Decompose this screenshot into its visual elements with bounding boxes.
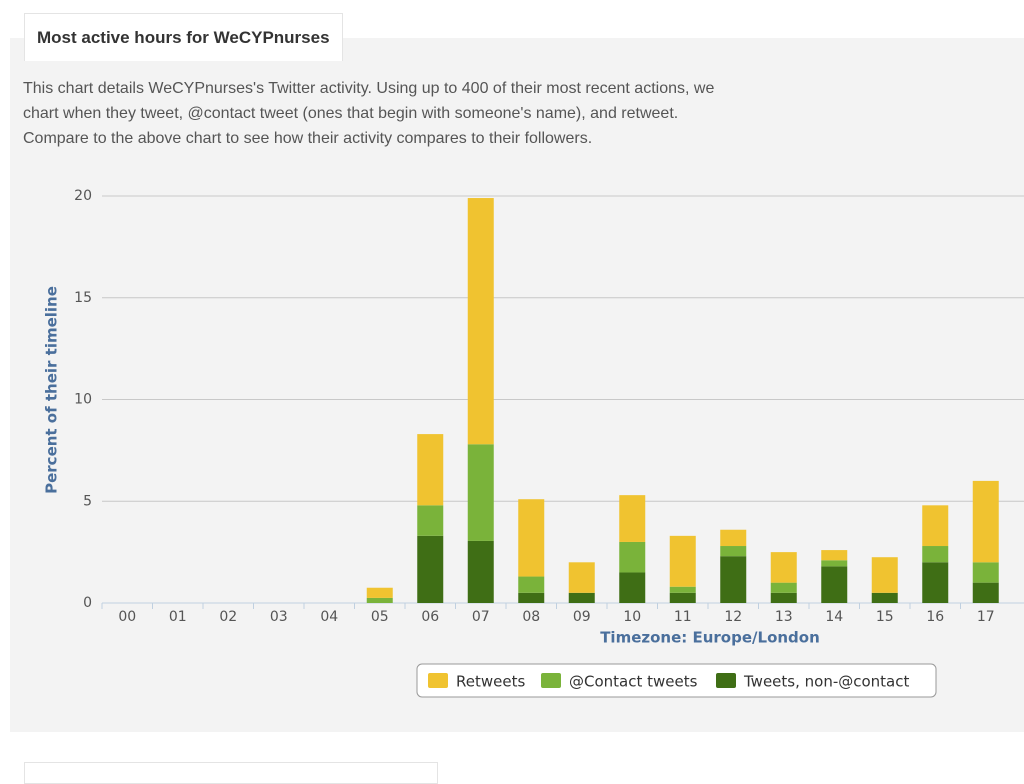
panel [10,38,1024,732]
x-tick-label: 06 [421,609,439,625]
bar-segment [720,529,747,547]
bar-segment [770,552,797,583]
bar-segment [821,560,848,567]
y-tick-label: 20 [74,188,92,204]
x-tick-label: 02 [219,609,237,625]
bar-segment [366,597,393,603]
x-tick-label: 08 [522,609,540,625]
legend-box [416,663,937,698]
legend-swatch [716,673,736,688]
x-tick-label: 09 [573,609,591,625]
bar-segment [568,592,595,603]
x-tick-label: 15 [876,609,894,625]
bar-segment [871,592,898,603]
bar-segment [619,541,646,573]
bar-segment [922,562,949,603]
y-tick-label: 5 [83,493,92,509]
bar-segment [669,592,696,603]
y-tick-label: 10 [74,392,92,408]
x-tick-label: 04 [320,609,338,625]
bar-segment [518,576,545,593]
chart: Percent of their timeline Timezone: Euro… [43,188,1024,698]
x-tick-label: 01 [169,609,187,625]
bar-segment [518,592,545,603]
bar-segment [871,557,898,593]
legend-label: @Contact tweets [569,673,698,691]
bar-segment [972,582,999,603]
x-tick-label: 16 [926,609,944,625]
page: {"header": {"title": "Most active hours … [10,13,1024,784]
description-line: Compare to the above chart to see how th… [23,130,593,147]
x-tick-label: 10 [623,609,641,625]
bar-segment [417,434,444,506]
bar-segment [669,586,696,593]
bar-segment [568,562,595,593]
bar-segment [619,572,646,603]
y-tick-label: 0 [83,595,92,611]
bar-segment [669,535,696,587]
bar-segment [720,556,747,603]
x-tick-label: 17 [977,609,995,625]
x-tick-label: 13 [775,609,793,625]
x-tick-label: 14 [825,609,843,625]
bar-segment [417,505,444,536]
bars [366,198,999,603]
legend-label: Tweets, non-@contact [743,673,909,691]
x-tick-label: 05 [371,609,389,625]
x-axis-title: Timezone: Europe/London [600,629,820,647]
bar-segment [770,592,797,603]
bar-segment [619,495,646,542]
x-tick-label: 00 [118,609,136,625]
bar-segment [467,540,494,603]
bar-segment [821,566,848,603]
bar-segment [821,550,848,561]
description: This chart details WeCYPnurses's Twitter… [23,76,714,151]
x-tick-label: 11 [674,609,692,625]
legend-label: Retweets [456,673,525,691]
bar-segment [972,480,999,563]
bar-segment [922,505,949,547]
bar-segment [720,546,747,557]
bar-segment [518,499,545,577]
bar-segment [972,562,999,583]
panel-title: Most active hours for WeCYPnurses [24,13,343,61]
next-panel [24,762,438,784]
bar-segment [922,546,949,563]
x-tick-label: 03 [270,609,288,625]
bar-segment [770,582,797,593]
bar-segment [467,198,494,445]
bar-segment [467,444,494,541]
bar-segment [366,587,393,598]
y-axis-title: Percent of their timeline [43,286,61,494]
legend-swatch [428,673,448,688]
legend-swatch [541,673,561,688]
y-tick-label: 15 [74,290,92,306]
description-line: This chart details WeCYPnurses's Twitter… [23,80,715,97]
description-line: chart when they tweet, @contact tweet (o… [23,105,679,122]
bar-segment [417,535,444,603]
x-tick-label: 12 [724,609,742,625]
x-tick-label: 07 [472,609,490,625]
